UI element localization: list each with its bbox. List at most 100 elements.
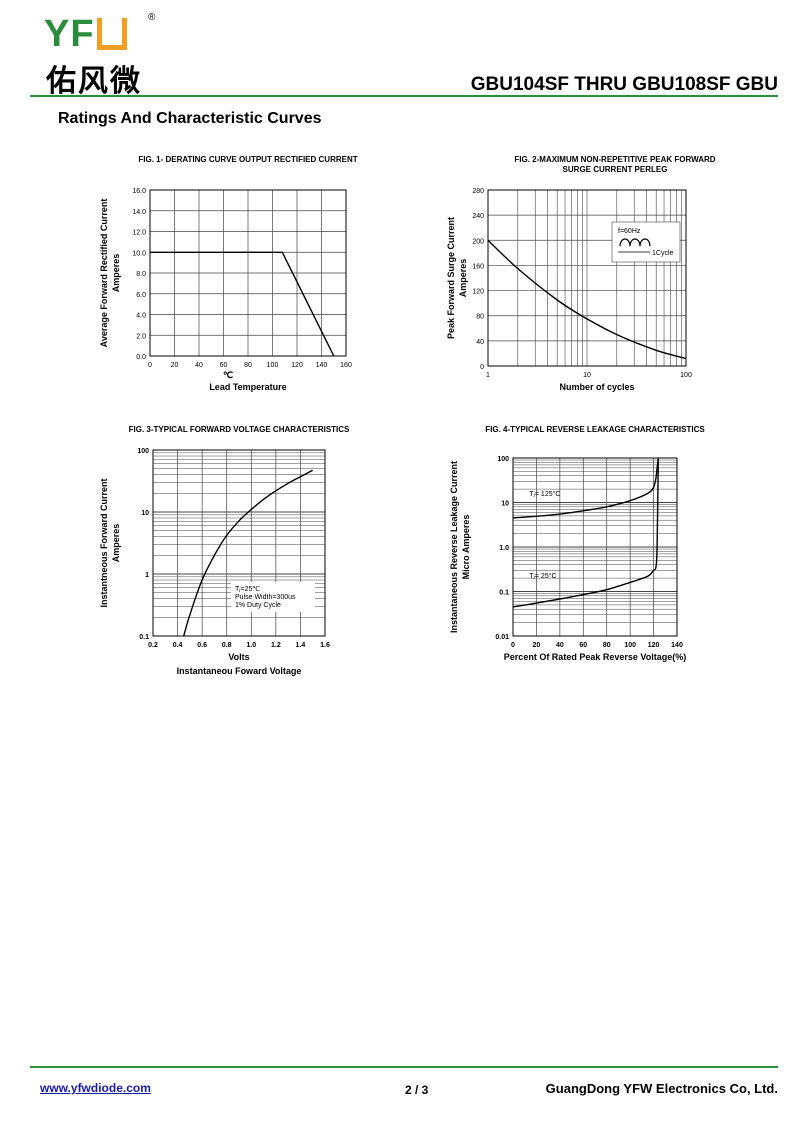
y-tick-label: 40 — [476, 339, 484, 346]
y-tick-label: 1 — [145, 572, 149, 579]
condition-note: Pulse Width=300us — [235, 594, 296, 601]
y-tick-label: 0 — [480, 364, 484, 371]
x-tick-label: 0 — [511, 642, 515, 649]
y-axis-label-line2: Amperes — [111, 524, 121, 563]
fig1-derating-curve: FIG. 1- DERATING CURVE OUTPUT RECTIFIED … — [95, 150, 395, 410]
y-axis-label-line2: Micro Amperes — [461, 515, 471, 580]
y-axis-label: Peak Forward Surge Current — [446, 217, 456, 339]
y-tick-label: 16.0 — [132, 188, 146, 195]
plot-frame — [149, 189, 347, 357]
x-tick-label: 140 — [671, 642, 683, 649]
x-axis-label: Percent Of Rated Peak Reverse Voltage(%) — [504, 652, 686, 662]
section-title: Ratings And Characteristic Curves — [58, 110, 322, 127]
company-logo: YF ® 佑风微 — [44, 12, 164, 99]
x-tick-label: 0.6 — [197, 642, 207, 649]
website-link[interactable]: www.yfwdiode.com — [40, 1081, 151, 1095]
y-tick-label: 0.1 — [139, 634, 149, 641]
condition-note: Tⱼ=25℃ — [235, 586, 260, 593]
y-tick-label: 240 — [472, 213, 484, 220]
data-series-1 — [183, 469, 314, 637]
y-tick-label: 280 — [472, 188, 484, 195]
y-tick-label: 80 — [476, 314, 484, 321]
plot-frame — [512, 457, 678, 637]
document-title: GBU104SF THRU GBU108SF GBU — [470, 74, 778, 95]
logo-chinese: 佑风微 — [46, 64, 142, 99]
header-rule — [30, 95, 778, 97]
y-tick-label: 100 — [497, 456, 509, 463]
y-axis-label: Instantaneous Reverse Leakage Current — [449, 461, 459, 633]
y-tick-label: 2.0 — [136, 333, 146, 340]
y-tick-label: 4.0 — [136, 313, 146, 320]
x-tick-label: 100 — [267, 362, 279, 369]
y-tick-label: 6.0 — [136, 292, 146, 299]
condition-note: 1% Duty Cycle — [235, 602, 281, 609]
x-axis-label-line2: Instantaneou Foward Voltage — [177, 666, 302, 676]
x-tick-label: 0.8 — [222, 642, 232, 649]
logo-latin: YF — [44, 14, 127, 54]
y-tick-label: 12.0 — [132, 230, 146, 237]
x-tick-label: 1 — [486, 372, 490, 379]
footer-rule — [30, 1066, 778, 1068]
y-tick-label: 100 — [137, 448, 149, 455]
series-label-125c: Tⱼ= 125°C — [529, 490, 560, 498]
x-tick-label: 0 — [148, 362, 152, 369]
x-tick-label: 20 — [171, 362, 179, 369]
y-tick-label: 160 — [472, 263, 484, 270]
data-series-1 — [512, 457, 659, 519]
data-series-1 — [150, 251, 335, 357]
y-axis-label-line2: Amperes — [111, 254, 121, 293]
y-tick-label: 0.1 — [499, 590, 509, 597]
y-tick-label: 10 — [141, 510, 149, 517]
x-unit-label: ℃ — [223, 370, 233, 380]
y-axis-label: Instantneous Forward Current — [99, 478, 109, 607]
x-tick-label: 60 — [220, 362, 228, 369]
x-tick-label: 80 — [603, 642, 611, 649]
x-tick-label: 120 — [291, 362, 303, 369]
note-box — [231, 582, 315, 612]
x-tick-label: 1.6 — [320, 642, 330, 649]
y-tick-label: 10 — [501, 501, 509, 508]
data-series-1 — [487, 239, 687, 360]
chart-title: FIG. 1- DERATING CURVE OUTPUT RECTIFIED … — [138, 155, 357, 164]
chart-title-line2: SURGE CURRENT PERLEG — [563, 165, 668, 174]
x-axis-label: Volts — [228, 652, 249, 662]
y-tick-label: 1.0 — [499, 545, 509, 552]
plot-frame — [152, 449, 326, 637]
x-axis-label: Number of cycles — [559, 382, 634, 392]
x-tick-label: 1.0 — [246, 642, 256, 649]
x-tick-label: 1.2 — [271, 642, 281, 649]
x-tick-label: 1.4 — [296, 642, 306, 649]
registered-mark: ® — [148, 12, 156, 23]
chart-title: FIG. 2-MAXIMUM NON-REPETITIVE PEAK FORWA… — [514, 155, 715, 164]
x-tick-label: 80 — [244, 362, 252, 369]
x-tick-label: 140 — [316, 362, 328, 369]
x-tick-label: 10 — [583, 372, 591, 379]
x-tick-label: 60 — [579, 642, 587, 649]
fig4-reverse-leakage: FIG. 4-TYPICAL REVERSE LEAKAGE CHARACTER… — [445, 420, 755, 687]
y-axis-label-line2: Amperes — [458, 259, 468, 298]
x-tick-label: 100 — [680, 372, 692, 379]
page-number: 2 / 3 — [405, 1083, 429, 1097]
fig3-forward-voltage: FIG. 3-TYPICAL FORWARD VOLTAGE CHARACTER… — [95, 420, 395, 687]
y-tick-label: 200 — [472, 238, 484, 245]
y-tick-label: 0.0 — [136, 354, 146, 361]
fig2-surge-current: FIG. 2-MAXIMUM NON-REPETITIVE PEAK FORWA… — [440, 150, 750, 410]
x-tick-label: 40 — [556, 642, 564, 649]
x-tick-label: 0.2 — [148, 642, 158, 649]
y-tick-label: 10.0 — [132, 250, 146, 257]
x-tick-label: 120 — [648, 642, 660, 649]
x-tick-label: 20 — [533, 642, 541, 649]
y-tick-label: 14.0 — [132, 209, 146, 216]
x-axis-label: Lead Temperature — [209, 382, 286, 392]
inset-frequency-label: f=60Hz — [618, 228, 641, 235]
y-axis-label: Average Forward Rectified Current — [99, 199, 109, 348]
series-label-25c: Tⱼ= 25°C — [529, 572, 556, 580]
y-tick-label: 8.0 — [136, 271, 146, 278]
chart-title: FIG. 3-TYPICAL FORWARD VOLTAGE CHARACTER… — [129, 425, 350, 434]
x-tick-label: 160 — [340, 362, 352, 369]
data-series-2 — [512, 457, 659, 608]
x-tick-label: 0.4 — [173, 642, 183, 649]
y-tick-label: 0.01 — [495, 634, 509, 641]
x-tick-label: 100 — [624, 642, 636, 649]
company-name: GuangDong YFW Electronics Co, Ltd. — [545, 1081, 778, 1096]
